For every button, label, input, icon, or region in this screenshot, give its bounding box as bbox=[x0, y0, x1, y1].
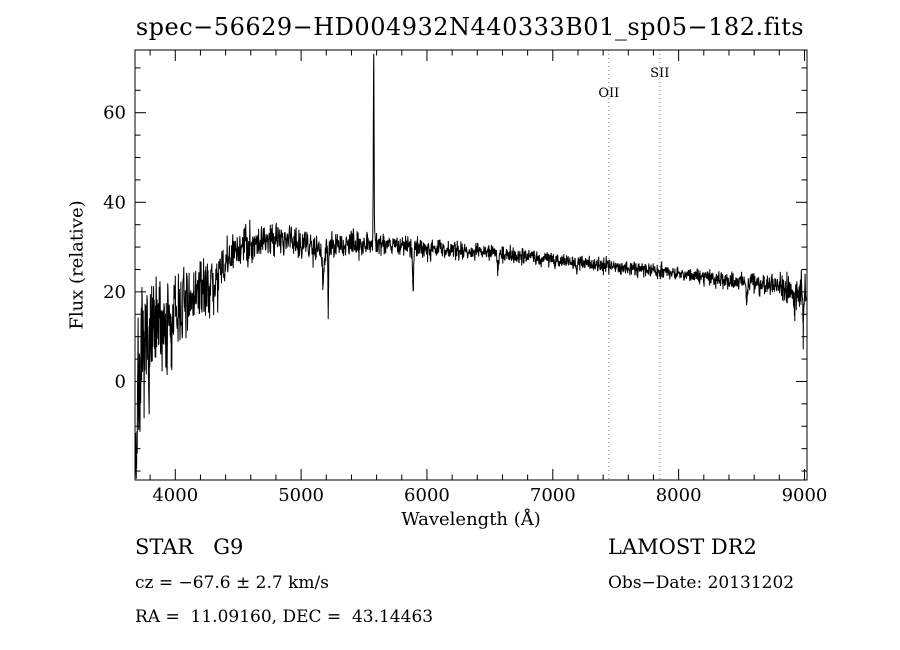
plot-frame bbox=[134, 49, 808, 481]
obs-date-label: Obs−Date: 20131202 bbox=[608, 573, 795, 593]
plot-title: spec−56629−HD004932N440333B01_sp05−182.f… bbox=[135, 13, 805, 41]
x-tick-label: 8000 bbox=[656, 485, 702, 506]
y-tick-label: 60 bbox=[103, 103, 126, 124]
radial-velocity-label: cz = −67.6 ± 2.7 km/s bbox=[135, 573, 329, 593]
x-tick-label: 5000 bbox=[278, 485, 324, 506]
x-tick-label: 9000 bbox=[782, 485, 828, 506]
x-tick-label: 6000 bbox=[404, 485, 450, 506]
spectral-line-label: OII bbox=[598, 86, 619, 101]
ra-dec-label: RA = 11.09160, DEC = 43.14463 bbox=[135, 607, 434, 627]
x-axis-label: Wavelength (Å) bbox=[401, 509, 541, 530]
spectral-line-label: SII bbox=[650, 66, 669, 81]
spectrum-line bbox=[135, 53, 807, 479]
x-tick-label: 7000 bbox=[530, 485, 576, 506]
x-tick-label: 4000 bbox=[152, 485, 198, 506]
y-tick-label: 20 bbox=[103, 282, 126, 303]
survey-label: LAMOST DR2 bbox=[608, 535, 757, 559]
object-class-label: STAR G9 bbox=[135, 535, 244, 559]
y-tick-label: 0 bbox=[115, 371, 126, 392]
y-tick-label: 40 bbox=[103, 192, 126, 213]
